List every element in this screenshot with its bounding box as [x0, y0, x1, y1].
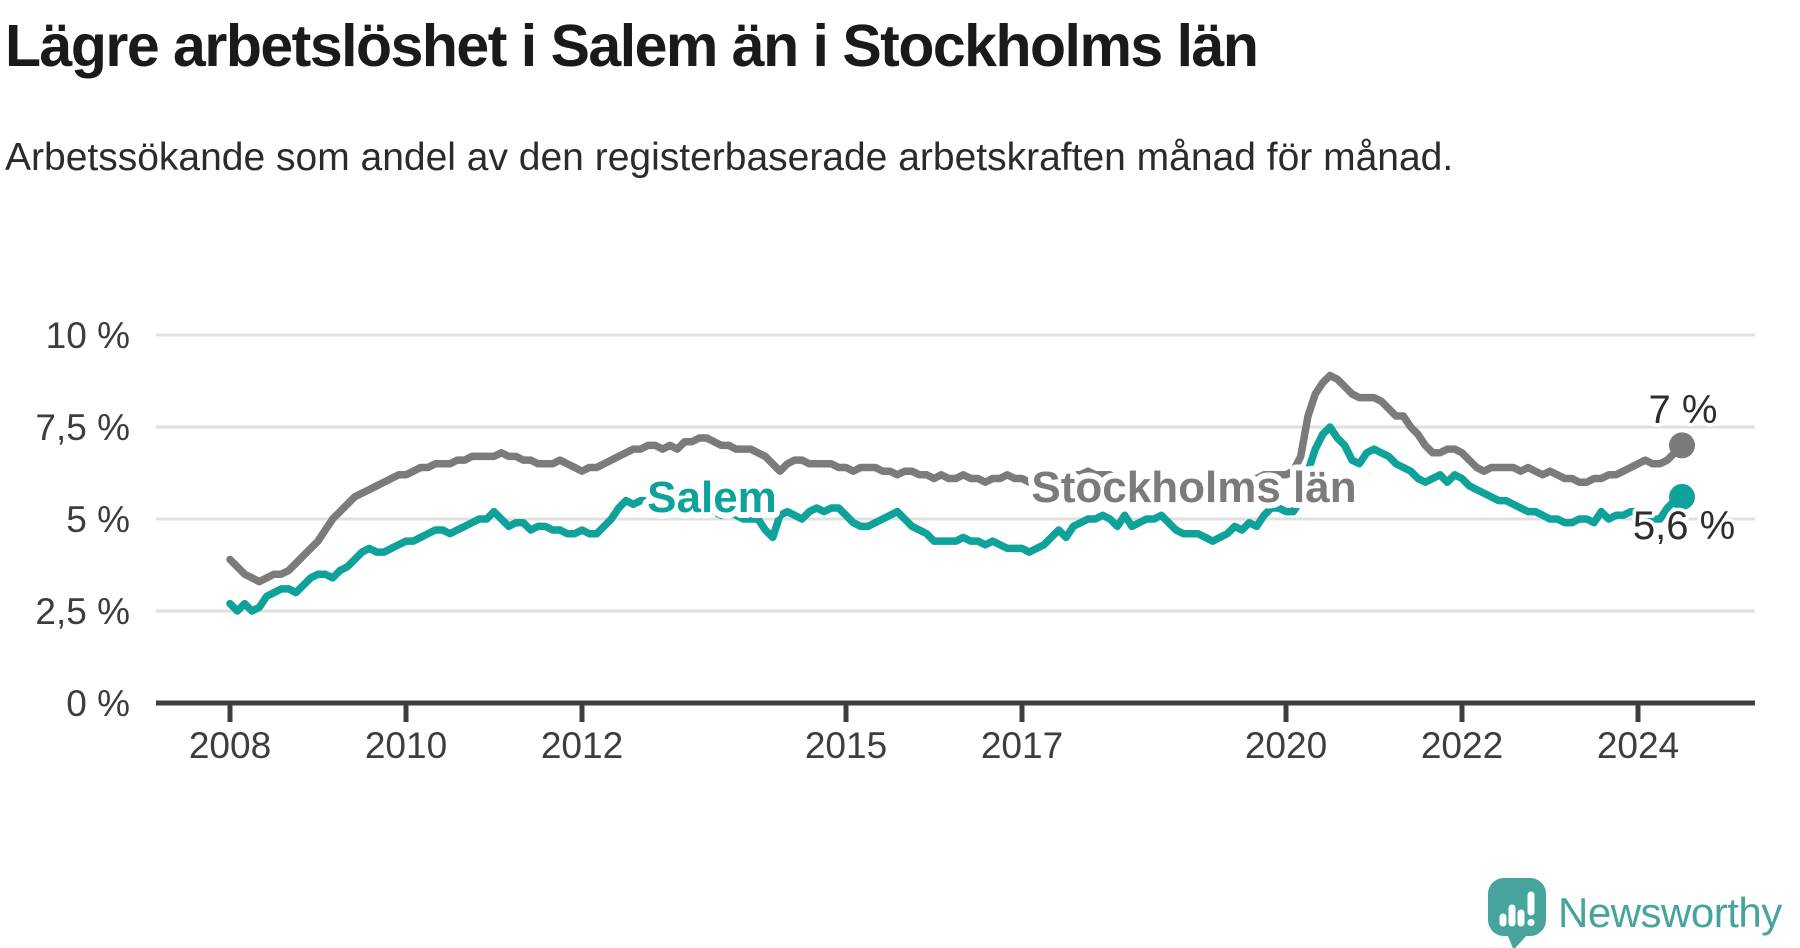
end-dot-salem	[1669, 483, 1695, 510]
x-tick-label: 2024	[1597, 725, 1679, 766]
newsworthy-icon	[1488, 878, 1546, 948]
x-tick-label: 2015	[805, 725, 887, 766]
x-axis	[156, 700, 1755, 722]
x-tick-label: 2012	[541, 725, 623, 766]
series-line-stockholms-l-n	[226, 371, 1686, 586]
y-tick-label: 5 %	[66, 499, 130, 540]
bar-chart-glyph	[1499, 891, 1535, 927]
gridlines	[156, 333, 1755, 613]
end-dot-stockholms-l-n	[1669, 432, 1695, 459]
newsworthy-logo: Newsworthy	[1488, 878, 1782, 948]
series-label-salem: Salem	[647, 473, 777, 522]
y-tick-label: 0 %	[66, 683, 130, 724]
chart-series	[226, 371, 1686, 615]
newsworthy-wordmark: Newsworthy	[1558, 889, 1782, 936]
y-axis-labels: 0 % 2,5 % 5 % 7,5 % 10 %	[35, 315, 130, 724]
x-tick-label: 2022	[1421, 725, 1503, 766]
y-tick-label: 10 %	[46, 315, 130, 356]
end-value-label-salem: 5,6 %	[1633, 504, 1735, 548]
series-line-salem	[226, 423, 1686, 615]
series-label-stockholms-lan: Stockholms län	[1031, 463, 1356, 512]
x-axis-labels: 2008 2010 2012 2015 2017 2020 2022 2024	[189, 725, 1679, 766]
y-tick-label: 2,5 %	[35, 591, 130, 632]
exclamation-dot	[1527, 918, 1535, 927]
end-value-label-stockholms-lan: 7 %	[1649, 388, 1718, 432]
y-tick-label: 7,5 %	[35, 407, 130, 448]
chart-subtitle: Arbetssökande som andel av den registerb…	[5, 136, 1454, 179]
end-point-dots	[1669, 432, 1695, 510]
x-tick-label: 2020	[1245, 725, 1327, 766]
x-tick-label: 2008	[189, 725, 271, 766]
x-tick-label: 2010	[365, 725, 447, 766]
x-tick-label: 2017	[981, 725, 1063, 766]
chart-title: Lägre arbetslöshet i Salem än i Stockhol…	[5, 13, 1259, 79]
